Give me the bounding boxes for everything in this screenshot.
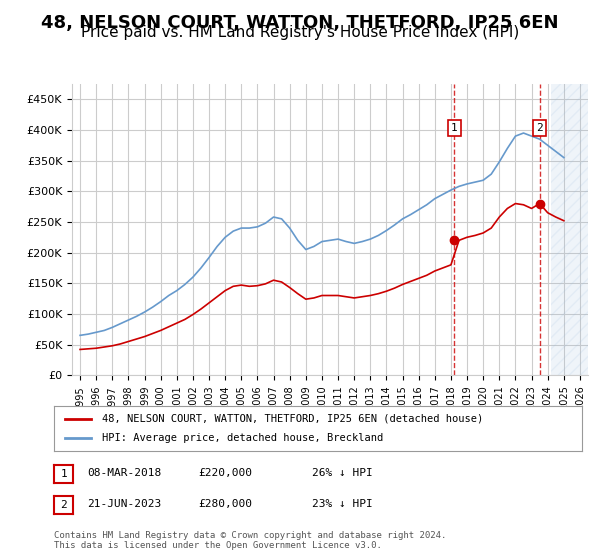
FancyBboxPatch shape (448, 120, 461, 136)
Text: 2: 2 (536, 123, 543, 133)
Text: Price paid vs. HM Land Registry's House Price Index (HPI): Price paid vs. HM Land Registry's House … (81, 25, 519, 40)
Text: 08-MAR-2018: 08-MAR-2018 (87, 468, 161, 478)
Text: 1: 1 (451, 123, 458, 133)
Text: 48, NELSON COURT, WATTON, THETFORD, IP25 6EN: 48, NELSON COURT, WATTON, THETFORD, IP25… (41, 14, 559, 32)
Bar (551, 84, 588, 375)
Text: 21-JUN-2023: 21-JUN-2023 (87, 499, 161, 509)
Text: Contains HM Land Registry data © Crown copyright and database right 2024.
This d: Contains HM Land Registry data © Crown c… (54, 530, 446, 550)
Text: 2: 2 (60, 500, 67, 510)
Text: 26% ↓ HPI: 26% ↓ HPI (312, 468, 373, 478)
Text: 23% ↓ HPI: 23% ↓ HPI (312, 499, 373, 509)
Text: HPI: Average price, detached house, Breckland: HPI: Average price, detached house, Brec… (101, 433, 383, 444)
FancyBboxPatch shape (533, 120, 546, 136)
Text: 48, NELSON COURT, WATTON, THETFORD, IP25 6EN (detached house): 48, NELSON COURT, WATTON, THETFORD, IP25… (101, 413, 483, 423)
Text: £280,000: £280,000 (198, 499, 252, 509)
Text: £220,000: £220,000 (198, 468, 252, 478)
Text: 1: 1 (60, 469, 67, 479)
